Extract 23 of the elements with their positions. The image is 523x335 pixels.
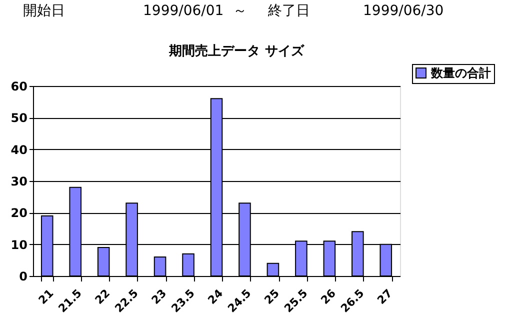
x-tick-label: 24 bbox=[205, 286, 226, 307]
bar bbox=[266, 262, 280, 276]
y-tick-label: 40 bbox=[10, 142, 28, 157]
y-tick-label: 20 bbox=[10, 206, 28, 220]
y-tick-label: 30 bbox=[10, 174, 28, 188]
text: ～ bbox=[233, 3, 247, 19]
y-tick-label: 50 bbox=[10, 111, 28, 126]
y-tick-label: 60 bbox=[10, 80, 28, 94]
y-tick-label: 0 bbox=[19, 270, 28, 284]
text: 1999/06/30 bbox=[363, 3, 444, 19]
legend-label: 数量の合計 bbox=[430, 66, 491, 80]
x-tick-label: 21 bbox=[36, 286, 56, 307]
text: 開始日 bbox=[23, 3, 65, 19]
text: 1999/06/01 bbox=[143, 3, 224, 19]
chart-title: 期間売上データ サイズ bbox=[168, 44, 305, 59]
y-tick-label: 10 bbox=[10, 238, 28, 252]
text: 終了日 bbox=[267, 3, 310, 19]
x-tick-label: 25 bbox=[262, 286, 282, 307]
x-tick-label: 27 bbox=[374, 286, 395, 307]
x-tick-label: 26 bbox=[318, 286, 339, 307]
x-tick-label: 22 bbox=[92, 286, 113, 307]
bar bbox=[154, 256, 166, 276]
x-tick-label: 23 bbox=[149, 286, 170, 307]
